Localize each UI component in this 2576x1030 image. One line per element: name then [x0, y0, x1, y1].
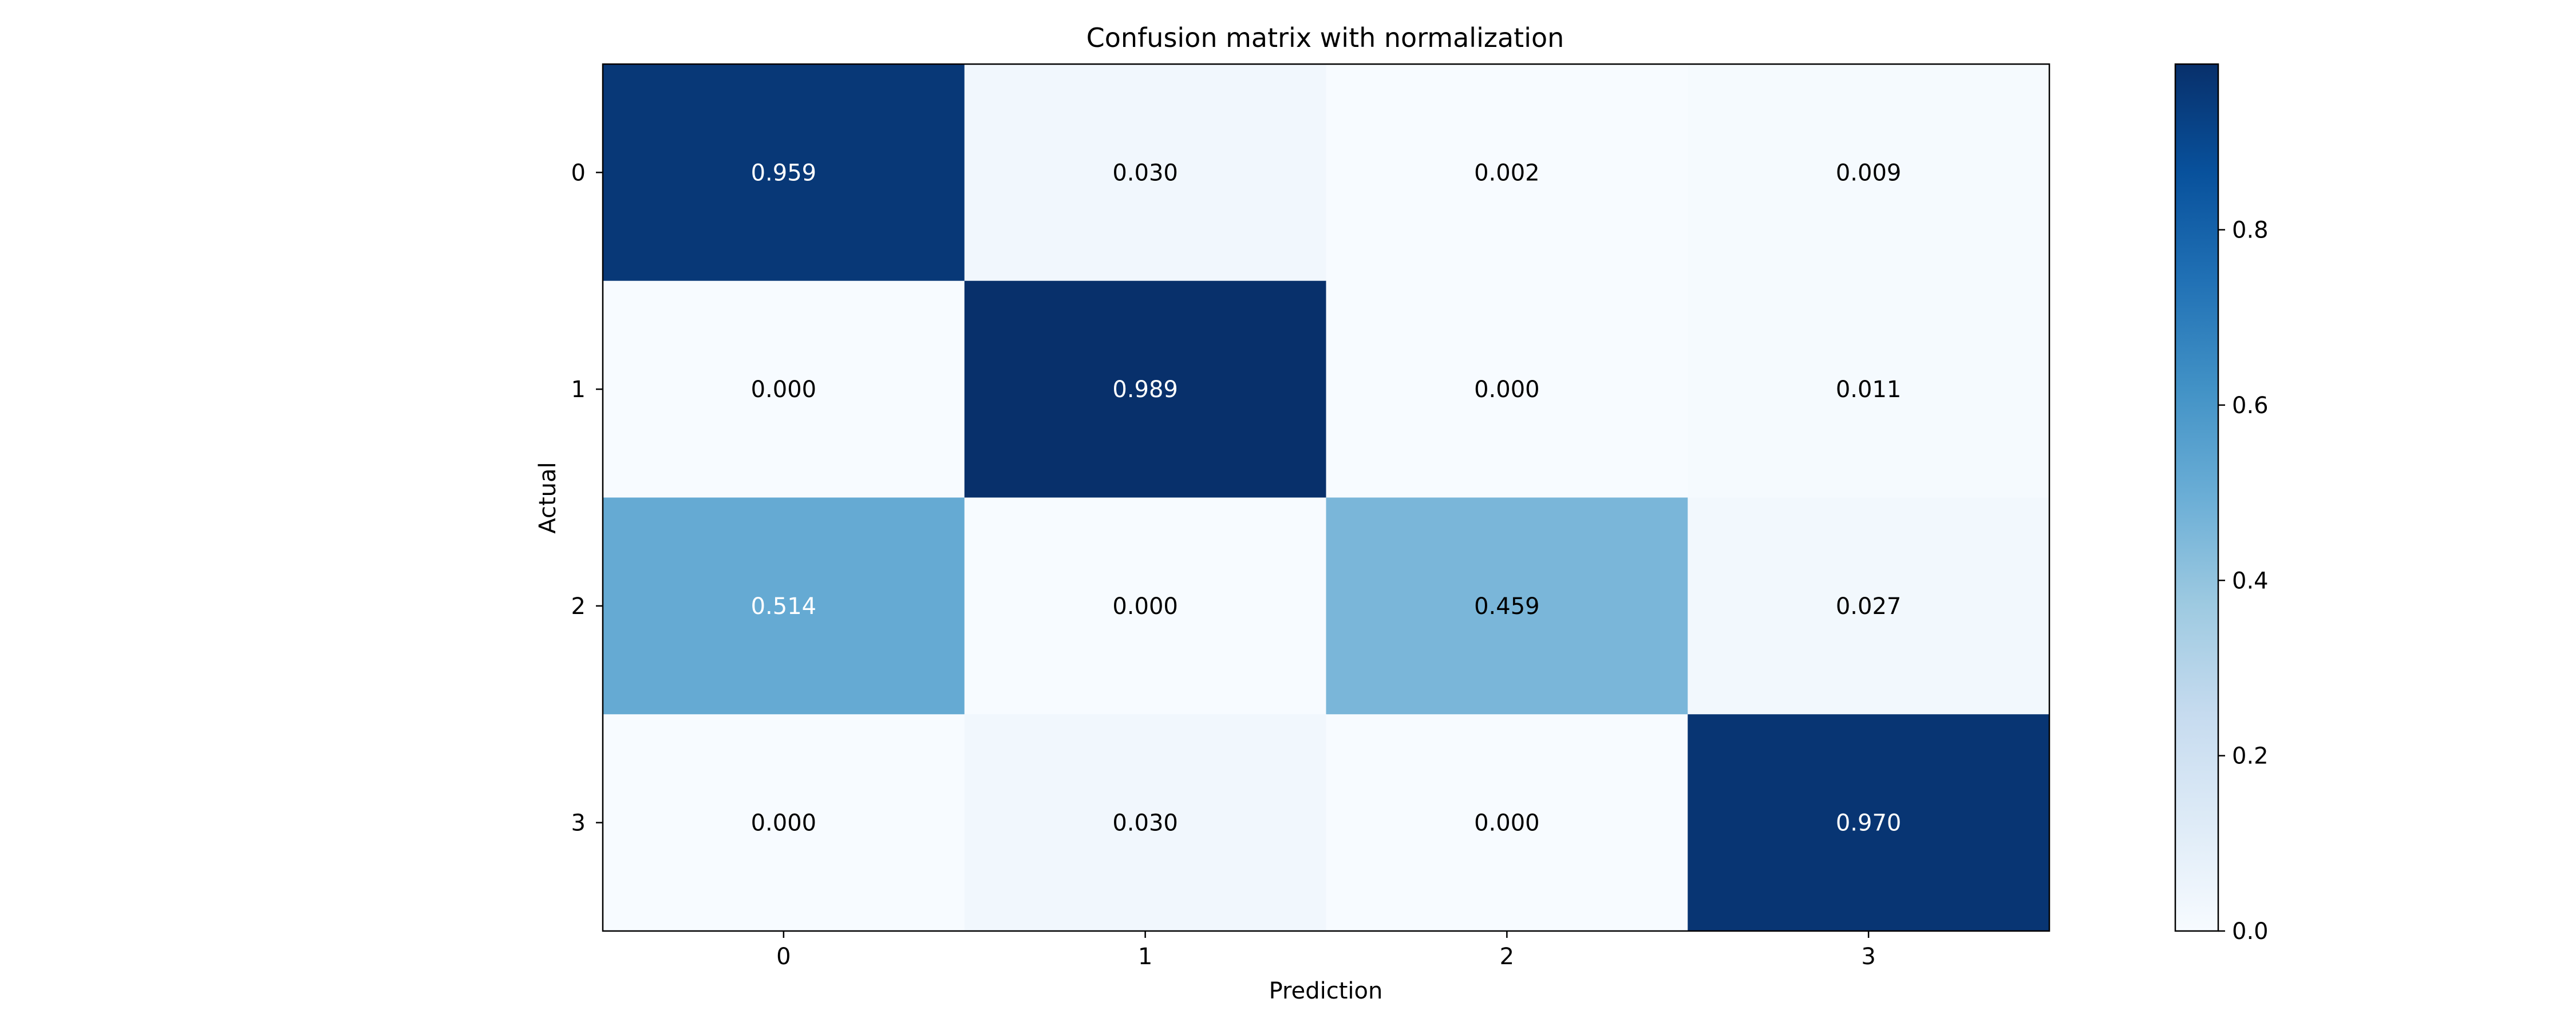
cell-label-r0-c1: 0.030 — [1112, 160, 1178, 186]
heatmap-cell-r3-c2 — [1326, 714, 1688, 932]
heatmap-cell-r2-c2 — [1326, 497, 1688, 715]
cell-label-r3-c2: 0.000 — [1474, 810, 1540, 837]
y-axis-label: Actual — [535, 462, 561, 533]
colorbar-ticks: 0.0 0.2 0.4 0.6 0.8 — [2218, 217, 2269, 945]
cell-label-r1-c3: 0.011 — [1836, 377, 1902, 403]
cell-label-r1-c0: 0.000 — [751, 377, 817, 403]
colorbar-tick-label-4: 0.8 — [2232, 217, 2269, 244]
colorbar-tick-label-3: 0.6 — [2232, 393, 2269, 419]
x-axis-label: Prediction — [1269, 978, 1383, 1004]
cell-label-r0-c2: 0.002 — [1474, 160, 1540, 186]
cell-label-r3-c3: 0.970 — [1836, 810, 1902, 837]
cell-label-r0-c3: 0.009 — [1836, 160, 1902, 186]
y-tick-label-2: 2 — [571, 593, 586, 620]
cell-label-r3-c1: 0.030 — [1112, 810, 1178, 837]
cell-label-r2-c1: 0.000 — [1112, 593, 1178, 620]
y-tick-label-1: 1 — [571, 377, 586, 403]
y-tick-label-0: 0 — [571, 160, 586, 186]
heatmap-cell-labels: 0.959 0.030 0.002 0.009 0.000 0.989 0.000 0.011… — [751, 160, 1902, 836]
chart-title: Confusion matrix with normalization — [1086, 22, 1564, 53]
cell-label-r2-c0: 0.514 — [751, 593, 817, 620]
heatmap-cell-r0-c2 — [1326, 64, 1688, 282]
cell-label-r2-c3: 0.027 — [1836, 593, 1902, 620]
heatmap-cell-r1-c1 — [964, 280, 1326, 498]
cell-label-r1-c2: 0.000 — [1474, 377, 1540, 403]
cell-label-r0-c0: 0.959 — [751, 160, 817, 186]
y-axis-ticks: 0 1 2 3 — [571, 160, 603, 837]
colorbar-tick-label-1: 0.2 — [2232, 743, 2269, 770]
plot-frame — [602, 63, 2050, 932]
cell-label-r1-c1: 0.989 — [1112, 377, 1178, 403]
x-axis-ticks: 0 1 2 3 — [776, 931, 1876, 970]
heatmap-cell-r2-c3 — [1688, 497, 2050, 715]
x-tick-label-2: 2 — [1500, 944, 1514, 970]
heatmap-cell-r2-c0 — [603, 497, 965, 715]
heatmap-cell-r0-c1 — [964, 64, 1326, 282]
heatmap-cell-r3-c3 — [1688, 714, 2050, 932]
x-tick-label-1: 1 — [1138, 944, 1152, 970]
heatmap-cell-r3-c0 — [603, 714, 965, 932]
heatmap-cell-r2-c1 — [964, 497, 1326, 715]
y-tick-label-3: 3 — [571, 810, 586, 837]
heatmap-cell-r1-c3 — [1688, 280, 2050, 498]
cell-label-r3-c0: 0.000 — [751, 810, 817, 837]
heatmap-cell-r0-c3 — [1688, 64, 2050, 282]
colorbar — [2174, 63, 2219, 932]
heatmap-cell-r1-c2 — [1326, 280, 1688, 498]
heatmap-cell-r1-c0 — [603, 280, 965, 498]
heatmap-cells — [603, 64, 2050, 932]
x-tick-label-0: 0 — [776, 944, 791, 970]
colorbar-tick-label-0: 0.0 — [2232, 918, 2269, 945]
cell-label-r2-c2: 0.459 — [1474, 593, 1540, 620]
heatmap-cell-r0-c0 — [603, 64, 965, 282]
x-tick-label-3: 3 — [1861, 944, 1875, 970]
colorbar-tick-label-2: 0.4 — [2232, 568, 2269, 594]
heatmap-cell-r3-c1 — [964, 714, 1326, 932]
